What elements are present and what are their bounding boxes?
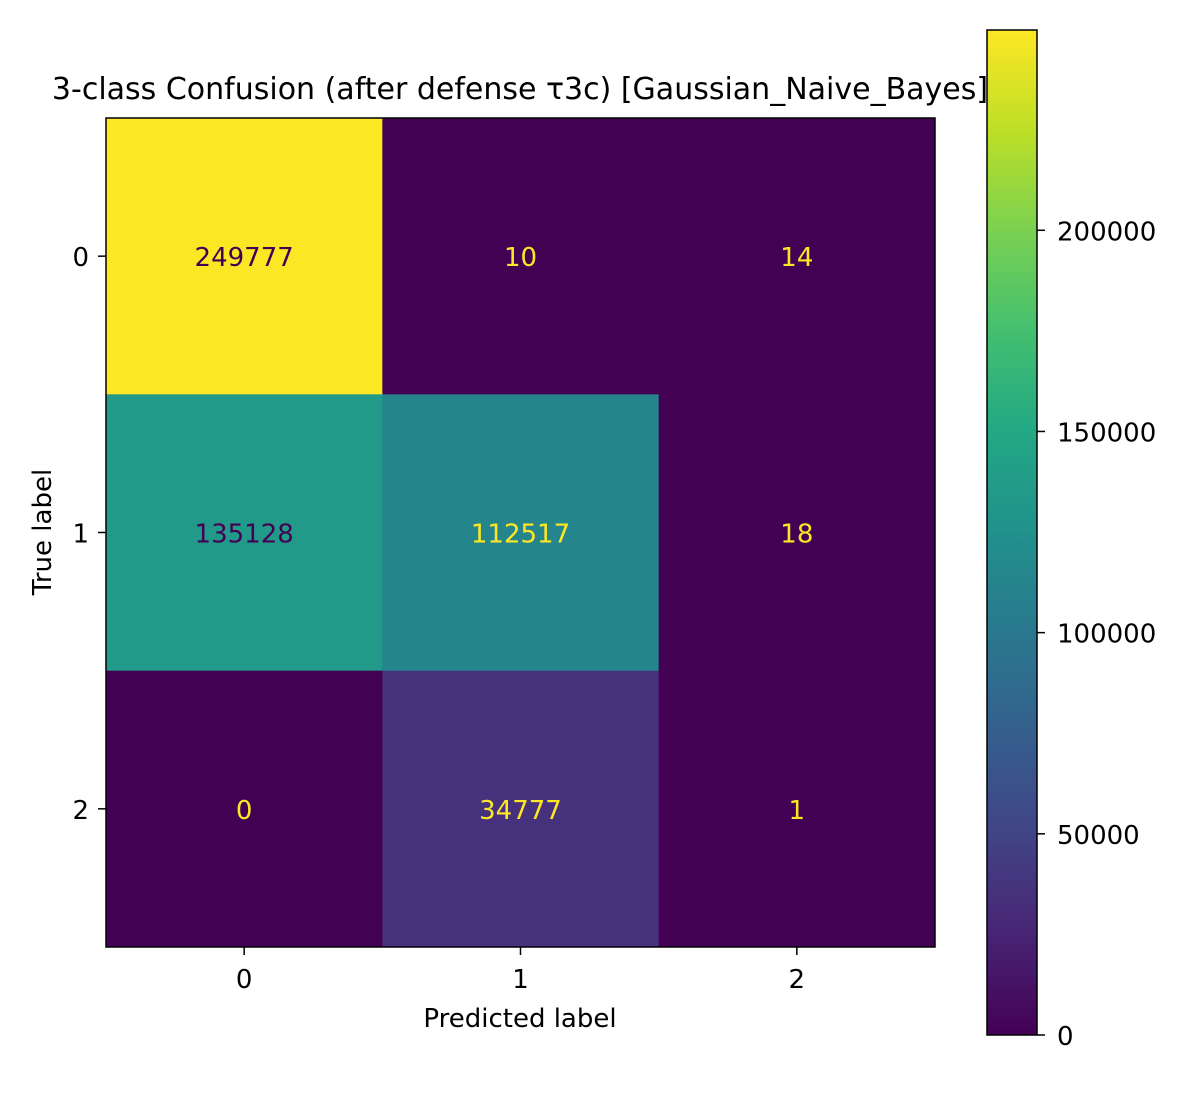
heatmap-cell (658, 394, 936, 672)
colorbar (986, 29, 1038, 1036)
heatmap-cells (106, 118, 936, 948)
heatmap-cell (106, 394, 383, 672)
heatmap-cell (106, 670, 383, 948)
cell-value-label: 18 (780, 520, 813, 550)
cell-value-label: 34777 (479, 796, 562, 826)
colorbar-tick-label: 0 (1057, 1022, 1074, 1052)
cell-value-label: 1 (789, 796, 806, 826)
colorbar-tick-label: 100000 (1057, 620, 1156, 650)
x-axis-ticks: 0 1 2 (236, 947, 805, 995)
cell-value-label: 0 (236, 796, 253, 826)
cell-value-label: 14 (780, 243, 813, 273)
colorbar-tick-label: 150000 (1057, 418, 1156, 448)
cell-value-label: 249777 (195, 243, 294, 273)
heatmap-cell (382, 118, 660, 395)
y-tick-label: 2 (72, 796, 89, 826)
heatmap-cell (658, 118, 936, 395)
heatmap-value-labels: 249777 10 14 135128 112517 18 0 34777 1 (195, 243, 814, 826)
y-axis-label: True label (28, 469, 58, 596)
colorbar-tick-label: 200000 (1057, 217, 1156, 247)
cell-value-label: 112517 (471, 520, 570, 550)
x-tick-label: 0 (236, 965, 253, 995)
y-tick-label: 1 (72, 520, 89, 550)
heatmap-cell (658, 670, 936, 948)
cell-value-label: 10 (504, 243, 537, 273)
x-axis-label: Predicted label (423, 1004, 616, 1034)
x-tick-label: 2 (789, 965, 806, 995)
heatmap-cell (382, 394, 660, 672)
x-tick-label: 1 (512, 965, 529, 995)
chart-title: 3-class Confusion (after defense τ3c) [G… (52, 72, 988, 107)
y-tick-label: 0 (72, 243, 89, 273)
cell-value-label: 135128 (195, 520, 294, 550)
y-axis-ticks: 0 1 2 (72, 243, 106, 826)
colorbar-ticks: 0 50000 100000 150000 200000 (1037, 217, 1156, 1052)
heatmap-cell (106, 118, 383, 395)
colorbar-tick-label: 50000 (1057, 821, 1140, 851)
heatmap-cell (382, 670, 660, 948)
